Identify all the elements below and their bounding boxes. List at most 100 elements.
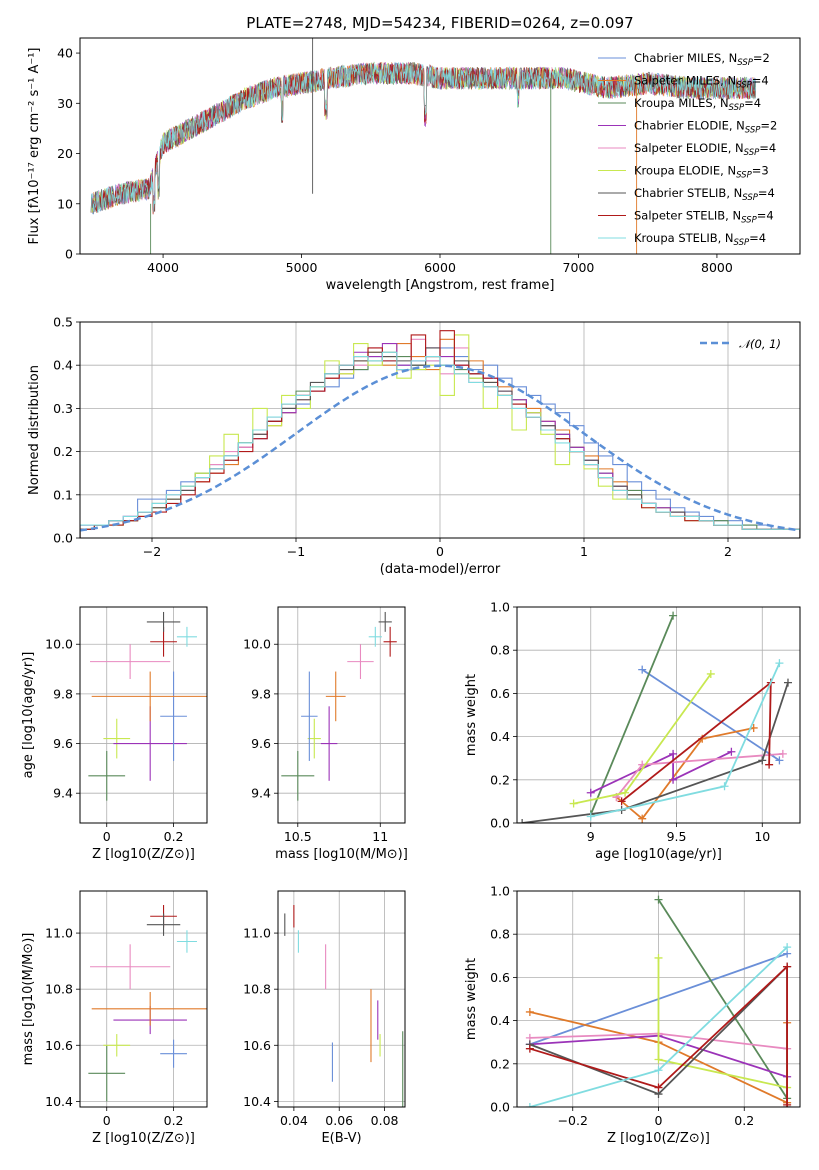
errorbar-cross <box>281 751 315 801</box>
errorbar-cross <box>160 671 187 761</box>
spectrum-frame <box>79 37 801 255</box>
x-tick-label: 0 <box>103 829 111 844</box>
weight-point <box>775 756 784 765</box>
weight-series <box>615 753 783 798</box>
errorbar-cross <box>88 751 126 801</box>
y-tick-label: 10 <box>57 196 73 211</box>
spectrum-line <box>90 61 756 213</box>
x-tick-label: 0 <box>436 544 444 559</box>
errorbar-cross <box>368 626 382 647</box>
weight-point <box>706 669 715 678</box>
mass-vs-ebv-frame <box>277 890 406 1108</box>
weight-series <box>521 682 789 823</box>
x-tick-label: 0.04 <box>280 1113 308 1128</box>
spectrum-x-label: wavelength [Angstrom, rest frame] <box>326 278 555 293</box>
y-tick-label: 10.4 <box>243 1094 271 1109</box>
x-tick-label: 7000 <box>563 260 595 275</box>
spectrum-legend: Chabrier MILES, NSSP=2 Salpeter MILES, NS… <box>598 51 777 248</box>
y-tick-label: 0.8 <box>490 927 510 942</box>
y-tick-label: 10.0 <box>45 637 73 652</box>
x-tick-label: −0.2 <box>558 1113 588 1128</box>
y-tick-label: 10.6 <box>243 1038 271 1053</box>
legend-entry: Kroupa MILES, NSSP=4 <box>634 96 761 113</box>
errorbar-cross <box>146 611 181 632</box>
x-tick-label: −1 <box>287 544 305 559</box>
y-tick-label: 0.4 <box>490 1013 510 1028</box>
y-tick-label: 0.0 <box>490 816 510 831</box>
y-tick-label: 10.8 <box>243 982 271 997</box>
errorbar-cross <box>378 611 392 632</box>
errorbar-cross <box>176 626 197 647</box>
histogram-legend: 𝒩(0, 1) <box>700 337 781 351</box>
y-tick-label: 9.4 <box>251 786 271 801</box>
mass-vs-ebv-x-label: E(B-V) <box>321 1131 361 1146</box>
weight-vs-age-axes: 9 9.5 10 0.0 0.2 0.4 0.6 0.8 1.0 age [log10(age/y… <box>464 600 801 862</box>
weight-point <box>525 1007 534 1016</box>
age-vs-Z-frame <box>79 606 208 824</box>
errorbar-cross <box>176 930 197 953</box>
age-vs-mass-x-label: mass [log10(M/M⊙)] <box>275 847 408 862</box>
x-tick-label: −2 <box>143 544 161 559</box>
mass-vs-Z-frame <box>79 890 208 1108</box>
weight-point <box>765 760 774 769</box>
weight-series <box>641 668 780 762</box>
y-tick-label: 11.0 <box>45 926 73 941</box>
x-tick-label: 9 <box>587 829 595 844</box>
weight-series <box>589 615 674 815</box>
weight-point <box>654 1066 663 1075</box>
x-tick-label: 9.5 <box>667 829 687 844</box>
weight-point <box>778 749 787 758</box>
weight-point <box>720 782 729 791</box>
y-tick-label: 0 <box>65 247 73 262</box>
weight-point <box>783 943 792 952</box>
y-tick-label: 9.6 <box>251 736 271 751</box>
y-tick-label: 0.2 <box>490 1056 510 1071</box>
weight-vs-Z-plot <box>525 895 792 1107</box>
mass-vs-Z-axes: 0 0.2 10.4 10.6 10.8 11.0 Z [log10(Z/Z⊙)] mass … <box>21 890 208 1146</box>
x-tick-label: 0 <box>103 1113 111 1128</box>
errorbar-cross <box>325 671 346 722</box>
x-tick-label: 8000 <box>701 260 733 275</box>
weight-point <box>727 747 736 756</box>
legend-entry: 𝒩(0, 1) <box>739 337 781 351</box>
histogram-series <box>80 351 800 538</box>
weight-point <box>669 749 678 758</box>
age-vs-mass-plot <box>281 611 397 801</box>
weight-point <box>783 962 792 971</box>
x-tick-label: 5000 <box>286 260 318 275</box>
x-tick-label: 10 <box>754 829 770 844</box>
histogram-y-label: Normed distribution <box>27 365 42 495</box>
x-tick-label: 4000 <box>147 260 179 275</box>
weight-point <box>654 895 663 904</box>
errorbar-cross <box>103 1034 131 1057</box>
y-tick-label: 0.6 <box>490 970 510 985</box>
y-tick-label: 0.6 <box>490 686 510 701</box>
weight-point <box>525 1103 534 1107</box>
y-tick-label: 10.0 <box>243 637 271 652</box>
residual-hist-plot <box>80 330 800 538</box>
age-vs-mass-axes: 10.5 11 9.4 9.6 9.8 10.0 mass [log10(M/M⊙)] <box>243 606 408 862</box>
weight-point <box>638 814 647 823</box>
normal-curve <box>80 364 800 532</box>
x-tick-label: 10.5 <box>284 829 312 844</box>
legend-entry: Kroupa ELODIE, NSSP=3 <box>634 164 769 181</box>
weight-point <box>569 799 578 808</box>
errorbar-cross <box>347 644 374 679</box>
weight-vs-age-plot <box>518 611 792 823</box>
spectrum-y-label: Flux [fλ10⁻¹⁷ erg cm⁻² s⁻¹ A⁻¹] <box>27 48 42 245</box>
y-tick-label: 1.0 <box>490 884 510 899</box>
weight-vs-Z-frame <box>516 890 801 1108</box>
errorbar-cross <box>146 913 181 936</box>
residual-hist-axes: −2 −1 0 1 2 0.0 0.1 0.2 0.3 0.4 0.5 (data-model)/er… <box>27 315 801 577</box>
spectrum-plot <box>90 38 756 254</box>
weight-point <box>638 665 647 674</box>
weight-point <box>654 953 663 962</box>
legend-entry: Salpeter ELODIE, NSSP=4 <box>634 141 776 158</box>
weight-vs-Z-axes: −0.2 0 0.2 0.0 0.2 0.4 0.6 0.8 1.0 Z [log10(Z/Z⊙)… <box>464 884 801 1146</box>
errorbar-cross <box>320 706 338 781</box>
y-tick-label: 1.0 <box>490 600 510 615</box>
x-tick-label: 6000 <box>424 260 456 275</box>
weight-vs-age-y-label: mass weight <box>464 674 479 756</box>
mass-vs-ebv-plot <box>284 905 404 1107</box>
age-vs-Z-y-label: age [log10(age/yr)] <box>21 652 36 779</box>
